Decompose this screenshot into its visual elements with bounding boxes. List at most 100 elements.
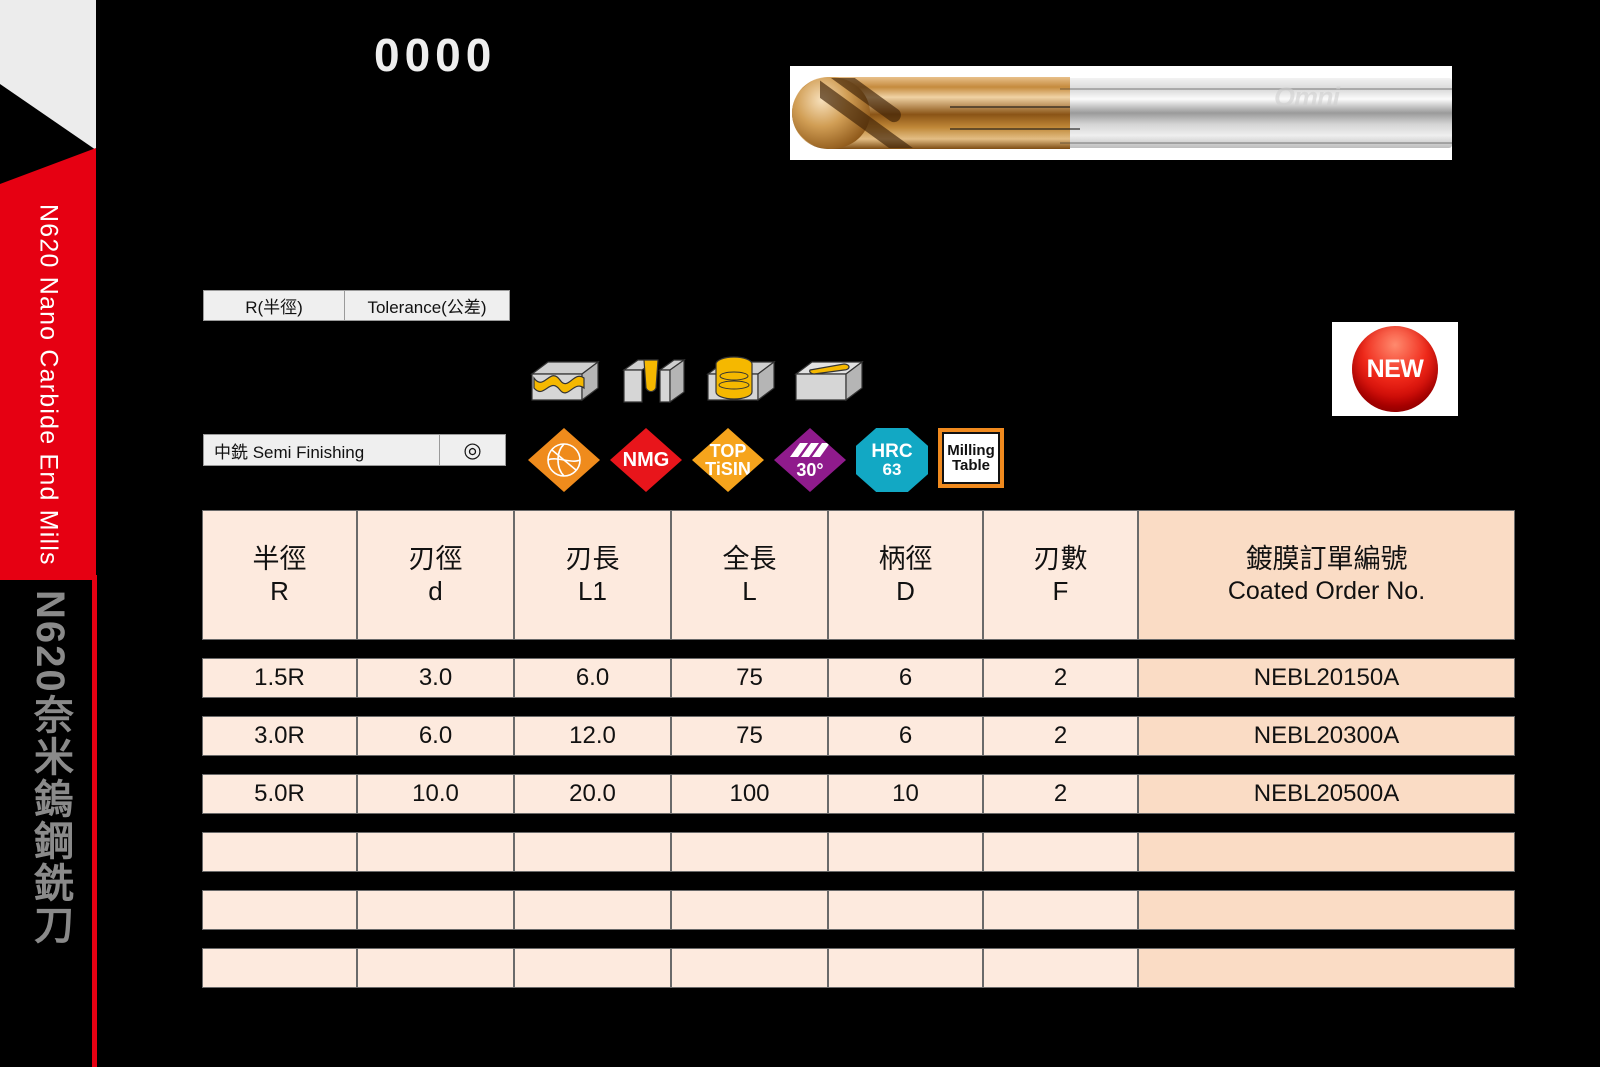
cell-cutting-diameter: 3.0 — [357, 658, 514, 698]
header-shank-diameter-cn: 柄徑 — [878, 543, 933, 574]
corner-accent-shape — [0, 0, 96, 150]
cell-coated-order-no — [1138, 948, 1515, 988]
header-coated-order-no: 鍍膜訂單編號 Coated Order No. — [1138, 510, 1515, 640]
table-header-row: 半徑 R 刃徑 d 刃長 L1 全長 L 柄徑 D 刃數 F — [202, 510, 1515, 640]
cell-flute-length: 12.0 — [514, 716, 671, 756]
row-spacer — [202, 930, 1515, 948]
row-spacer — [202, 872, 1515, 890]
end-mill-helix-grooves — [820, 78, 940, 148]
semi-finishing-mark-cell: ◎ — [439, 435, 505, 465]
badge-milling-line2: Table — [951, 457, 991, 474]
header-overall-length-cn: 全長 — [722, 543, 777, 574]
end-mill-edge-line-2 — [950, 128, 1080, 130]
cell-flute-count — [983, 890, 1138, 930]
badge-milling-table[interactable]: Milling Table — [938, 428, 1004, 488]
cell-shank-diameter — [828, 832, 983, 872]
table-row — [202, 832, 1515, 872]
badge-milling-line1: Milling — [947, 442, 995, 459]
header-overall-length-en: L — [742, 575, 757, 606]
double-circle-icon: ◎ — [463, 438, 482, 462]
cell-cutting-diameter — [357, 948, 514, 988]
row-spacer — [202, 640, 1515, 658]
cell-flute-length: 20.0 — [514, 774, 671, 814]
cell-coated-order-no: NEBL20150A — [1138, 658, 1515, 698]
sidebar-english-title: N620 Nano Carbide End Mills — [0, 190, 96, 580]
header-flute-count-cn: 刃數 — [1033, 543, 1088, 574]
row-spacer — [202, 698, 1515, 716]
header-cutting-diameter: 刃徑 d — [357, 510, 514, 640]
row-spacer — [202, 814, 1515, 832]
sidebar-red-rule — [92, 575, 97, 1067]
semi-finishing-label: 中銑 Semi Finishing — [204, 435, 439, 465]
cell-shank-diameter — [828, 890, 983, 930]
page-number: 0000 — [374, 29, 497, 81]
cell-cutting-diameter — [357, 890, 514, 930]
badge-toptisin: TOP TiSIN — [692, 428, 764, 492]
header-radius-cn: 半徑 — [252, 543, 307, 574]
cell-flute-length — [514, 832, 671, 872]
table-row: 1.5R 3.0 6.0 75 6 2 NEBL20150A — [202, 658, 1515, 698]
cell-flute-count: 2 — [983, 774, 1138, 814]
cell-flute-count — [983, 948, 1138, 988]
cell-shank-diameter: 6 — [828, 658, 983, 698]
badge-nmg: NMG — [610, 428, 682, 492]
cell-radius — [202, 832, 357, 872]
contour-milling-icon — [530, 360, 600, 402]
header-cutting-diameter-en: d — [428, 575, 443, 606]
badge-nmg-line1: NMG — [622, 449, 670, 471]
end-mill-edge-line-1 — [950, 106, 1070, 108]
specification-table: 半徑 R 刃徑 d 刃長 L1 全長 L 柄徑 D 刃數 F — [202, 510, 1515, 988]
cell-radius: 3.0R — [202, 716, 357, 756]
cell-cutting-diameter — [357, 832, 514, 872]
brand-etch-logo: Omni — [1274, 82, 1340, 112]
sidebar-english-title-text: N620 Nano Carbide End Mills — [34, 204, 63, 566]
new-badge-label: NEW — [1352, 326, 1438, 412]
sidebar-chinese-title: N620奈米鎢鋼銑刀 — [14, 590, 86, 990]
tolerance-header-radius: R(半徑) — [204, 291, 344, 320]
badge-hardness: HRC 63 — [856, 428, 928, 492]
cell-flute-count — [983, 832, 1138, 872]
badge-helix-line2: 30° — [796, 460, 824, 480]
cell-shank-diameter — [828, 948, 983, 988]
cell-shank-diameter: 10 — [828, 774, 983, 814]
cell-coated-order-no: NEBL20300A — [1138, 716, 1515, 756]
header-flute-length-cn: 刃長 — [565, 543, 620, 574]
header-radius-en: R — [270, 575, 289, 606]
cell-flute-length — [514, 948, 671, 988]
tolerance-table: R(半徑) Tolerance(公差) — [203, 290, 510, 321]
cell-overall-length — [671, 890, 828, 930]
cell-flute-count: 2 — [983, 658, 1138, 698]
cell-flute-length — [514, 890, 671, 930]
semi-finishing-table: 中銑 Semi Finishing ◎ — [203, 434, 506, 466]
header-cutting-diameter-cn: 刃徑 — [408, 543, 463, 574]
tolerance-header-tolerance: Tolerance(公差) — [344, 291, 509, 320]
operation-icons — [528, 348, 866, 410]
sidebar-chinese-title-text: N620奈米鎢鋼銑刀 — [28, 590, 72, 946]
header-radius: 半徑 R — [202, 510, 357, 640]
badge-geometry-icon — [528, 428, 600, 492]
end-mill-shank-line-2 — [1060, 142, 1452, 144]
helix-flute-icon — [790, 443, 830, 457]
cell-overall-length: 100 — [671, 774, 828, 814]
header-flute-count: 刃數 F — [983, 510, 1138, 640]
header-flute-length-en: L1 — [578, 575, 607, 606]
badge-toptisin-line2: TiSIN — [705, 459, 751, 479]
cell-cutting-diameter: 10.0 — [357, 774, 514, 814]
table-row — [202, 948, 1515, 988]
cell-overall-length: 75 — [671, 716, 828, 756]
book-icon: Milling Table — [942, 432, 1000, 484]
cell-coated-order-no — [1138, 832, 1515, 872]
cell-flute-count: 2 — [983, 716, 1138, 756]
slot-milling-icon — [622, 358, 686, 404]
end-mill-shank-line-1 — [1060, 88, 1452, 90]
pocket-milling-icon — [706, 356, 776, 402]
cell-shank-diameter: 6 — [828, 716, 983, 756]
badge-hrc-line2: 63 — [882, 460, 902, 479]
cell-coated-order-no: NEBL20500A — [1138, 774, 1515, 814]
header-shank-diameter: 柄徑 D — [828, 510, 983, 640]
sidebar-red-banner — [0, 148, 96, 580]
new-badge: NEW — [1332, 322, 1458, 416]
cell-coated-order-no — [1138, 890, 1515, 930]
header-overall-length: 全長 L — [671, 510, 828, 640]
cell-overall-length — [671, 832, 828, 872]
